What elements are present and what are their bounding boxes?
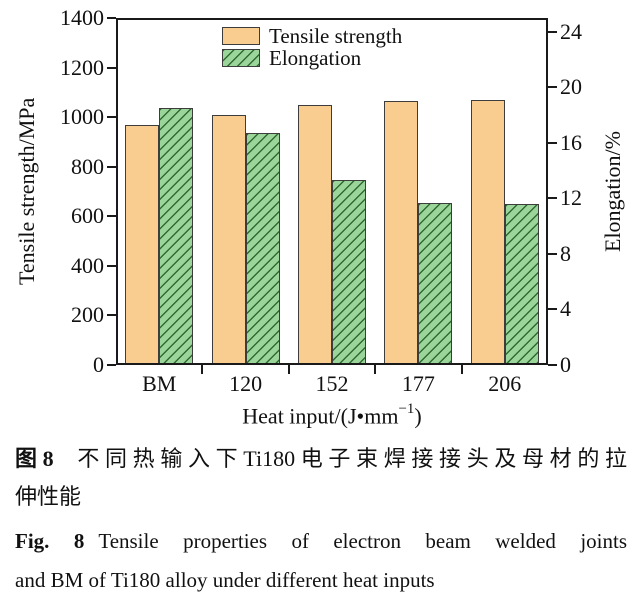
legend-label-elongation: Elongation — [269, 46, 362, 70]
x-axis-tick — [374, 365, 377, 374]
bar-tensile-BM — [125, 124, 160, 365]
legend: Tensile strength Elongation — [222, 25, 402, 69]
category-label-BM: BM — [142, 371, 177, 396]
legend-row-elongation: Elongation — [222, 47, 402, 69]
right-axis-tick-label: 12 — [560, 185, 582, 211]
bar-elongation-BM — [159, 108, 194, 365]
left-axis-tick — [107, 215, 116, 218]
right-axis-tick — [548, 252, 557, 255]
left-axis-tick-label: 600 — [71, 203, 104, 229]
right-axis-tick — [548, 30, 557, 33]
left-axis-tick-label: 1400 — [60, 5, 104, 30]
left-axis-tick — [107, 314, 116, 317]
bar-elongation-120 — [245, 133, 280, 365]
right-axis-tick — [548, 141, 557, 144]
caption-chinese-line2: 伸性能 — [15, 484, 82, 509]
category-label-152: 152 — [315, 371, 349, 396]
left-axis-tick — [107, 364, 116, 366]
right-axis-tick-label: 4 — [560, 296, 571, 322]
x-axis-title: Heat input/(J•mm−1) — [116, 397, 548, 430]
left-axis-title: Tensile strength/MPa — [14, 97, 39, 286]
left-axis-tick — [107, 116, 116, 119]
tensile-strength-swatch-icon — [222, 27, 260, 45]
right-axis-title: Elongation/% — [600, 131, 625, 252]
category-label-120: 120 — [229, 371, 263, 396]
bar-tensile-152 — [298, 104, 332, 365]
bar-tensile-177 — [384, 101, 419, 365]
right-axis-tick-label: 16 — [560, 129, 582, 155]
caption-english-line1: Fig. 8 Tensile properties of electron bea… — [15, 522, 627, 561]
left-axis-tick-label: 200 — [71, 302, 104, 328]
right-axis-tick — [548, 364, 557, 366]
left-axis-tick-label: 400 — [71, 252, 104, 278]
x-axis-tick — [201, 365, 204, 374]
x-axis-title-text: Heat input/(J•mm — [242, 403, 399, 429]
x-axis-title-superscript: −1 — [398, 400, 415, 417]
caption-chinese-line1: 图8 不同热输入下Ti180电子束焊接接头及母材的拉 — [15, 440, 627, 478]
left-axis-tick — [107, 264, 116, 267]
right-axis-tick-label: 0 — [560, 352, 571, 377]
figure-number-zh: 图8 — [15, 446, 54, 471]
bar-tensile-206 — [470, 99, 505, 365]
right-axis-tick-label: 20 — [560, 74, 582, 100]
caption-english-text: Tensile properties of electron beam weld… — [98, 529, 627, 553]
left-axis-tick — [107, 66, 116, 69]
right-axis-tick-label: 8 — [560, 240, 571, 266]
x-axis-title-suffix: ) — [414, 403, 422, 429]
caption-english: Fig. 8 Tensile properties of electron bea… — [0, 522, 641, 600]
caption-chinese-text: 不同热输入下Ti180电子束焊接接头及母材的拉 — [71, 446, 627, 471]
category-label-206: 206 — [488, 371, 522, 396]
bar-elongation-152 — [332, 180, 366, 365]
legend-row-tensile: Tensile strength — [222, 25, 402, 47]
left-axis-tick-label: 1200 — [60, 54, 104, 80]
elongation-swatch-icon — [222, 49, 260, 67]
left-axis-tick — [107, 17, 116, 19]
left-axis-tick-label: 800 — [71, 153, 104, 179]
right-axis-tick-label: 24 — [560, 18, 582, 44]
right-axis-tick — [548, 86, 557, 89]
bar-elongation-177 — [418, 202, 453, 365]
category-label-177: 177 — [401, 371, 435, 396]
right-axis-tick — [548, 308, 557, 311]
right-axis-tick — [548, 197, 557, 200]
caption-chinese: 图8 不同热输入下Ti180电子束焊接接头及母材的拉 伸性能 — [0, 440, 641, 516]
caption-english-line2: and BM of Ti180 alloy under different he… — [15, 568, 435, 592]
bar-tensile-120 — [211, 114, 246, 365]
legend-label-tensile: Tensile strength — [269, 24, 403, 48]
left-axis-tick-label: 1000 — [60, 104, 104, 130]
figure-number-en: Fig. 8 — [15, 529, 85, 553]
plot-area — [116, 18, 548, 365]
x-axis-tick — [287, 365, 290, 374]
left-axis-tick-label: 0 — [93, 352, 104, 377]
x-axis-tick — [460, 365, 463, 374]
bar-elongation-206 — [504, 204, 539, 365]
left-axis-tick — [107, 165, 116, 168]
